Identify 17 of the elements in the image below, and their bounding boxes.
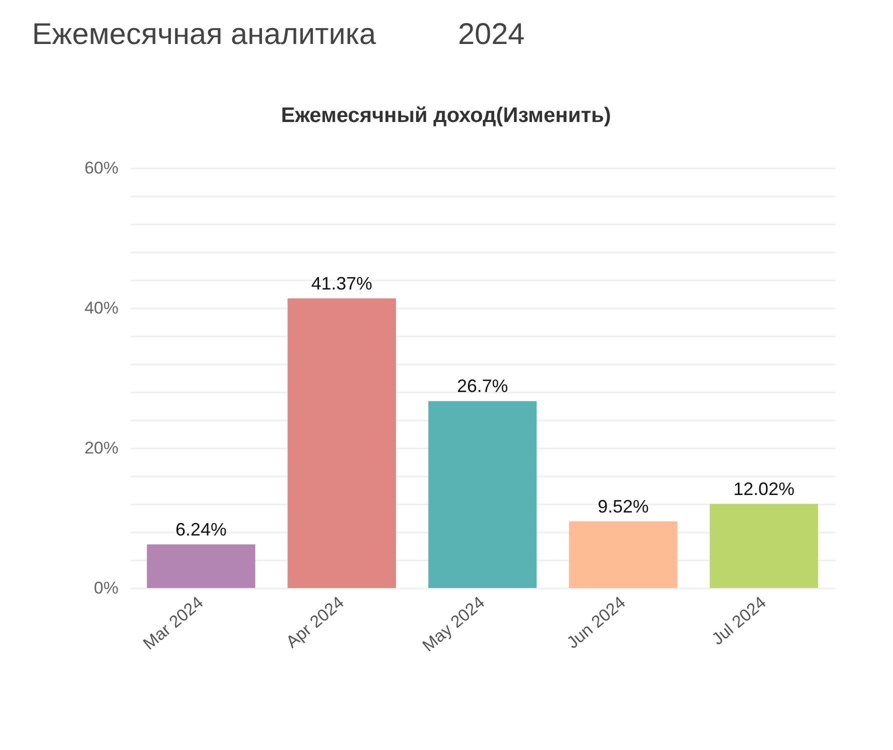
bar [146, 544, 256, 588]
y-tick-label: 60% [84, 158, 118, 178]
data-label: 41.37% [311, 273, 372, 294]
data-label: 9.52% [598, 496, 649, 516]
y-tick-label: 20% [84, 438, 118, 458]
bar [569, 521, 678, 588]
bar [428, 401, 537, 588]
data-label: 6.24% [176, 519, 227, 540]
data-label: 26.7% [456, 376, 508, 396]
bar [288, 298, 396, 588]
text: Ежемесячная аналитика [32, 18, 376, 51]
chart-title: Ежемесячный доход(Изменить) [280, 104, 612, 127]
text: 2024 [458, 18, 525, 51]
bar [710, 504, 818, 588]
y-tick-label: 40% [84, 298, 118, 318]
data-label: 12.02% [733, 478, 794, 499]
y-tick-label: 0% [94, 578, 118, 598]
